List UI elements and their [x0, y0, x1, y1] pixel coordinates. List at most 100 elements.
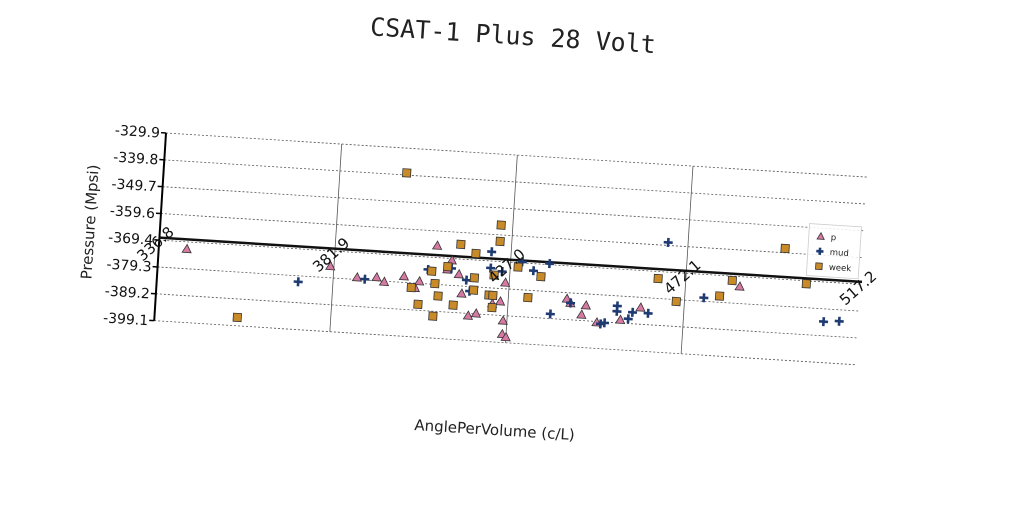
mud-point — [293, 277, 303, 287]
mud-point — [528, 266, 539, 276]
plus-v — [598, 319, 603, 329]
week-point — [671, 296, 681, 307]
mud-point — [643, 308, 653, 318]
legend-label-week: week — [829, 263, 852, 274]
plus-v — [490, 247, 494, 257]
week-point — [536, 271, 546, 282]
week-point — [433, 291, 443, 301]
p-point — [378, 276, 390, 287]
week-point — [232, 312, 243, 323]
p-point — [462, 310, 474, 320]
grid-lines — [149, 131, 869, 366]
plus-v — [531, 266, 536, 276]
v-grid-line — [680, 166, 694, 354]
plus-v — [666, 237, 670, 248]
mud-point — [545, 258, 555, 269]
legend-marker-week — [815, 262, 823, 271]
week-point — [653, 273, 663, 284]
p-point — [398, 270, 410, 281]
plus-v — [464, 275, 469, 285]
y-tick-label: -389.2 — [104, 284, 150, 303]
week-point — [489, 270, 499, 280]
p-point — [351, 272, 363, 282]
p-point — [456, 288, 467, 298]
week-point — [513, 262, 523, 272]
week-point — [469, 273, 480, 283]
plus-v — [500, 266, 504, 277]
plus-v — [548, 309, 552, 319]
y-tick-label: -399.1 — [103, 310, 149, 329]
plot-area: -329.9 -339.8 -349.7 -359.6 -369.4 -379.3 -389… — [103, 123, 880, 366]
week-point — [496, 220, 506, 230]
week-point — [456, 239, 466, 250]
mud-point — [487, 247, 497, 257]
p-point — [580, 300, 591, 310]
week-point — [714, 291, 725, 301]
plus-v — [821, 317, 826, 327]
v-grid-line — [505, 155, 518, 343]
p-point — [497, 315, 508, 325]
plus-v — [363, 274, 367, 284]
week-point — [443, 261, 453, 272]
legend-marker-mud — [816, 247, 824, 255]
p-point — [614, 314, 626, 325]
reference-line — [159, 236, 863, 284]
mud-point — [627, 307, 638, 317]
plus-v — [296, 277, 300, 287]
p-point — [414, 275, 425, 286]
week-point — [406, 282, 416, 293]
y-tick-labels: -329.9 -339.8 -349.7 -359.6 -369.4 -379.3 -389… — [103, 123, 161, 329]
mud-point — [663, 237, 673, 248]
week-point — [780, 243, 790, 254]
week-point — [523, 292, 533, 303]
y-tick-label: -359.6 — [109, 203, 155, 222]
mud-point — [545, 309, 555, 319]
mud-point — [623, 314, 633, 324]
plus-v — [630, 307, 635, 317]
plus-v — [602, 318, 607, 328]
p-point — [181, 243, 192, 254]
p-point — [500, 331, 511, 342]
week-point — [401, 168, 412, 178]
mud-point — [699, 293, 709, 303]
mud-point — [834, 316, 844, 326]
week-point — [801, 279, 812, 289]
y-tick-label: -349.7 — [111, 176, 157, 195]
plus-v — [646, 308, 650, 318]
legend: p mud week — [805, 223, 862, 280]
plus-v — [702, 293, 706, 303]
week-point — [427, 266, 437, 276]
data-points — [181, 168, 844, 342]
plus-v — [626, 314, 630, 324]
mud-point — [599, 318, 610, 328]
mud-point — [818, 317, 829, 327]
p-point — [494, 295, 506, 306]
mud-point — [461, 275, 472, 285]
legend-label-mud: mud — [829, 248, 849, 259]
y-tick-label: -339.8 — [113, 150, 159, 169]
p-point — [499, 277, 511, 287]
mud-point — [565, 298, 576, 308]
plus-v — [615, 301, 619, 311]
p-point — [576, 309, 587, 319]
plus-v — [568, 298, 573, 308]
y-tick-label: -329.9 — [114, 123, 160, 142]
week-point — [488, 290, 498, 301]
mud-point — [612, 301, 622, 311]
v-grid-line — [329, 144, 343, 332]
p-point — [734, 281, 745, 291]
week-point — [727, 275, 738, 286]
week-point — [448, 300, 458, 310]
y-tick-label: -369.4 — [108, 230, 154, 249]
week-point — [413, 299, 423, 310]
p-point — [431, 240, 443, 250]
plus-v — [837, 316, 841, 326]
week-point — [430, 278, 440, 289]
p-point — [371, 271, 382, 282]
week-point — [428, 311, 438, 321]
p-point — [325, 260, 336, 271]
mud-point — [497, 266, 507, 277]
week-point — [487, 302, 497, 313]
y-axis-line — [153, 132, 167, 321]
